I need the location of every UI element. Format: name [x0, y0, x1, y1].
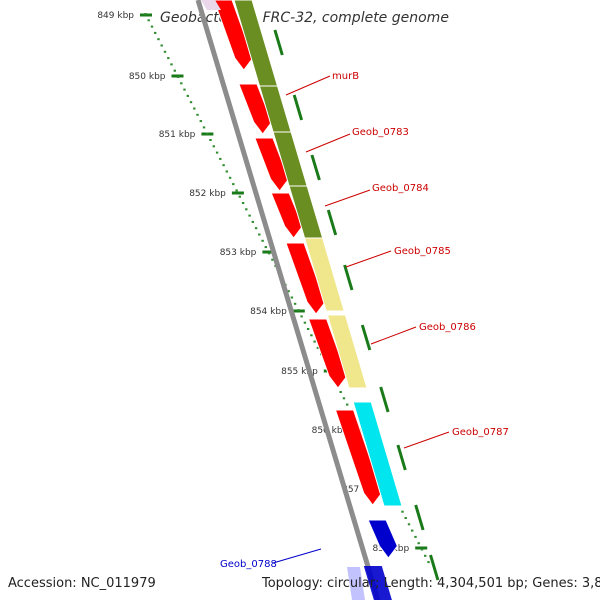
- scale-label: 852 kbp: [189, 189, 226, 199]
- cds-feature-arrow[interactable]: [270, 192, 304, 239]
- cds-feature-arrow[interactable]: [334, 409, 383, 506]
- scale-label: 849 kbp: [97, 11, 134, 21]
- track-guide: [429, 554, 440, 581]
- gene-label[interactable]: Geob_0785: [394, 246, 451, 257]
- cyan-annotation-block[interactable]: [352, 401, 403, 507]
- scale-label: 850 kbp: [129, 72, 166, 82]
- track-guide: [292, 94, 304, 121]
- genome-backbone: [195, 0, 381, 601]
- khaki-annotation-block[interactable]: [326, 314, 368, 389]
- scale-label: 855 kbp: [281, 367, 318, 377]
- reverse-strand-feature[interactable]: [367, 519, 398, 559]
- gene-label-leader: [403, 431, 450, 449]
- track-guide: [326, 209, 338, 236]
- topology-summary: Topology: circular; Length: 4,304,501 bp…: [261, 576, 600, 591]
- gene-label-leader: [324, 189, 371, 207]
- cds-feature-arrow[interactable]: [285, 242, 326, 315]
- partial-feature-fragment: [347, 567, 365, 600]
- gene-label-leader: [345, 250, 392, 268]
- track-guide: [343, 264, 354, 291]
- gene-label[interactable]: Geob_0786: [419, 322, 476, 333]
- scale-label: 854 kbp: [250, 307, 287, 317]
- gene-label-layer: murB Geob_0783 Geob_0784 Geob_0785 Geob_0786…: [220, 71, 509, 570]
- cds-feature-arrow[interactable]: [238, 83, 273, 135]
- track-guide: [379, 386, 390, 413]
- track-guide: [396, 444, 407, 471]
- strand-layer: [201, 0, 398, 600]
- gene-label[interactable]: Geob_0784: [372, 183, 429, 194]
- gene-label-leader: [305, 133, 351, 153]
- accession-label: Accession: NC_011979: [8, 576, 156, 591]
- cds-feature-arrow[interactable]: [254, 137, 290, 192]
- cds-feature-arrow[interactable]: [213, 0, 254, 71]
- feature-layer: [233, 0, 403, 507]
- partial-feature-fragment: [201, 0, 221, 10]
- gene-label[interactable]: murB: [332, 71, 359, 82]
- gene-label[interactable]: Geob_0788: [220, 559, 277, 570]
- gene-label-leader: [370, 326, 417, 345]
- gene-label-leader: [285, 75, 331, 96]
- gene-label-leader: [272, 548, 322, 564]
- khaki-annotation-block[interactable]: [303, 237, 345, 312]
- scale-label: 853 kbp: [220, 248, 257, 258]
- backbone-layer: [195, 0, 381, 601]
- scale-label: 851 kbp: [159, 130, 196, 140]
- reverse-strand-feature[interactable]: [363, 566, 392, 600]
- track-guide: [310, 154, 321, 181]
- scale-label: 856 kbp: [312, 426, 349, 436]
- track-guide: [414, 504, 425, 531]
- track-guide: [273, 29, 284, 56]
- gene-label[interactable]: Geob_0787: [452, 427, 509, 438]
- track-guide: [360, 324, 372, 351]
- scale-label: 857 kbp: [342, 485, 379, 495]
- cds-feature-arrow[interactable]: [307, 318, 348, 389]
- gene-label[interactable]: Geob_0783: [352, 127, 409, 138]
